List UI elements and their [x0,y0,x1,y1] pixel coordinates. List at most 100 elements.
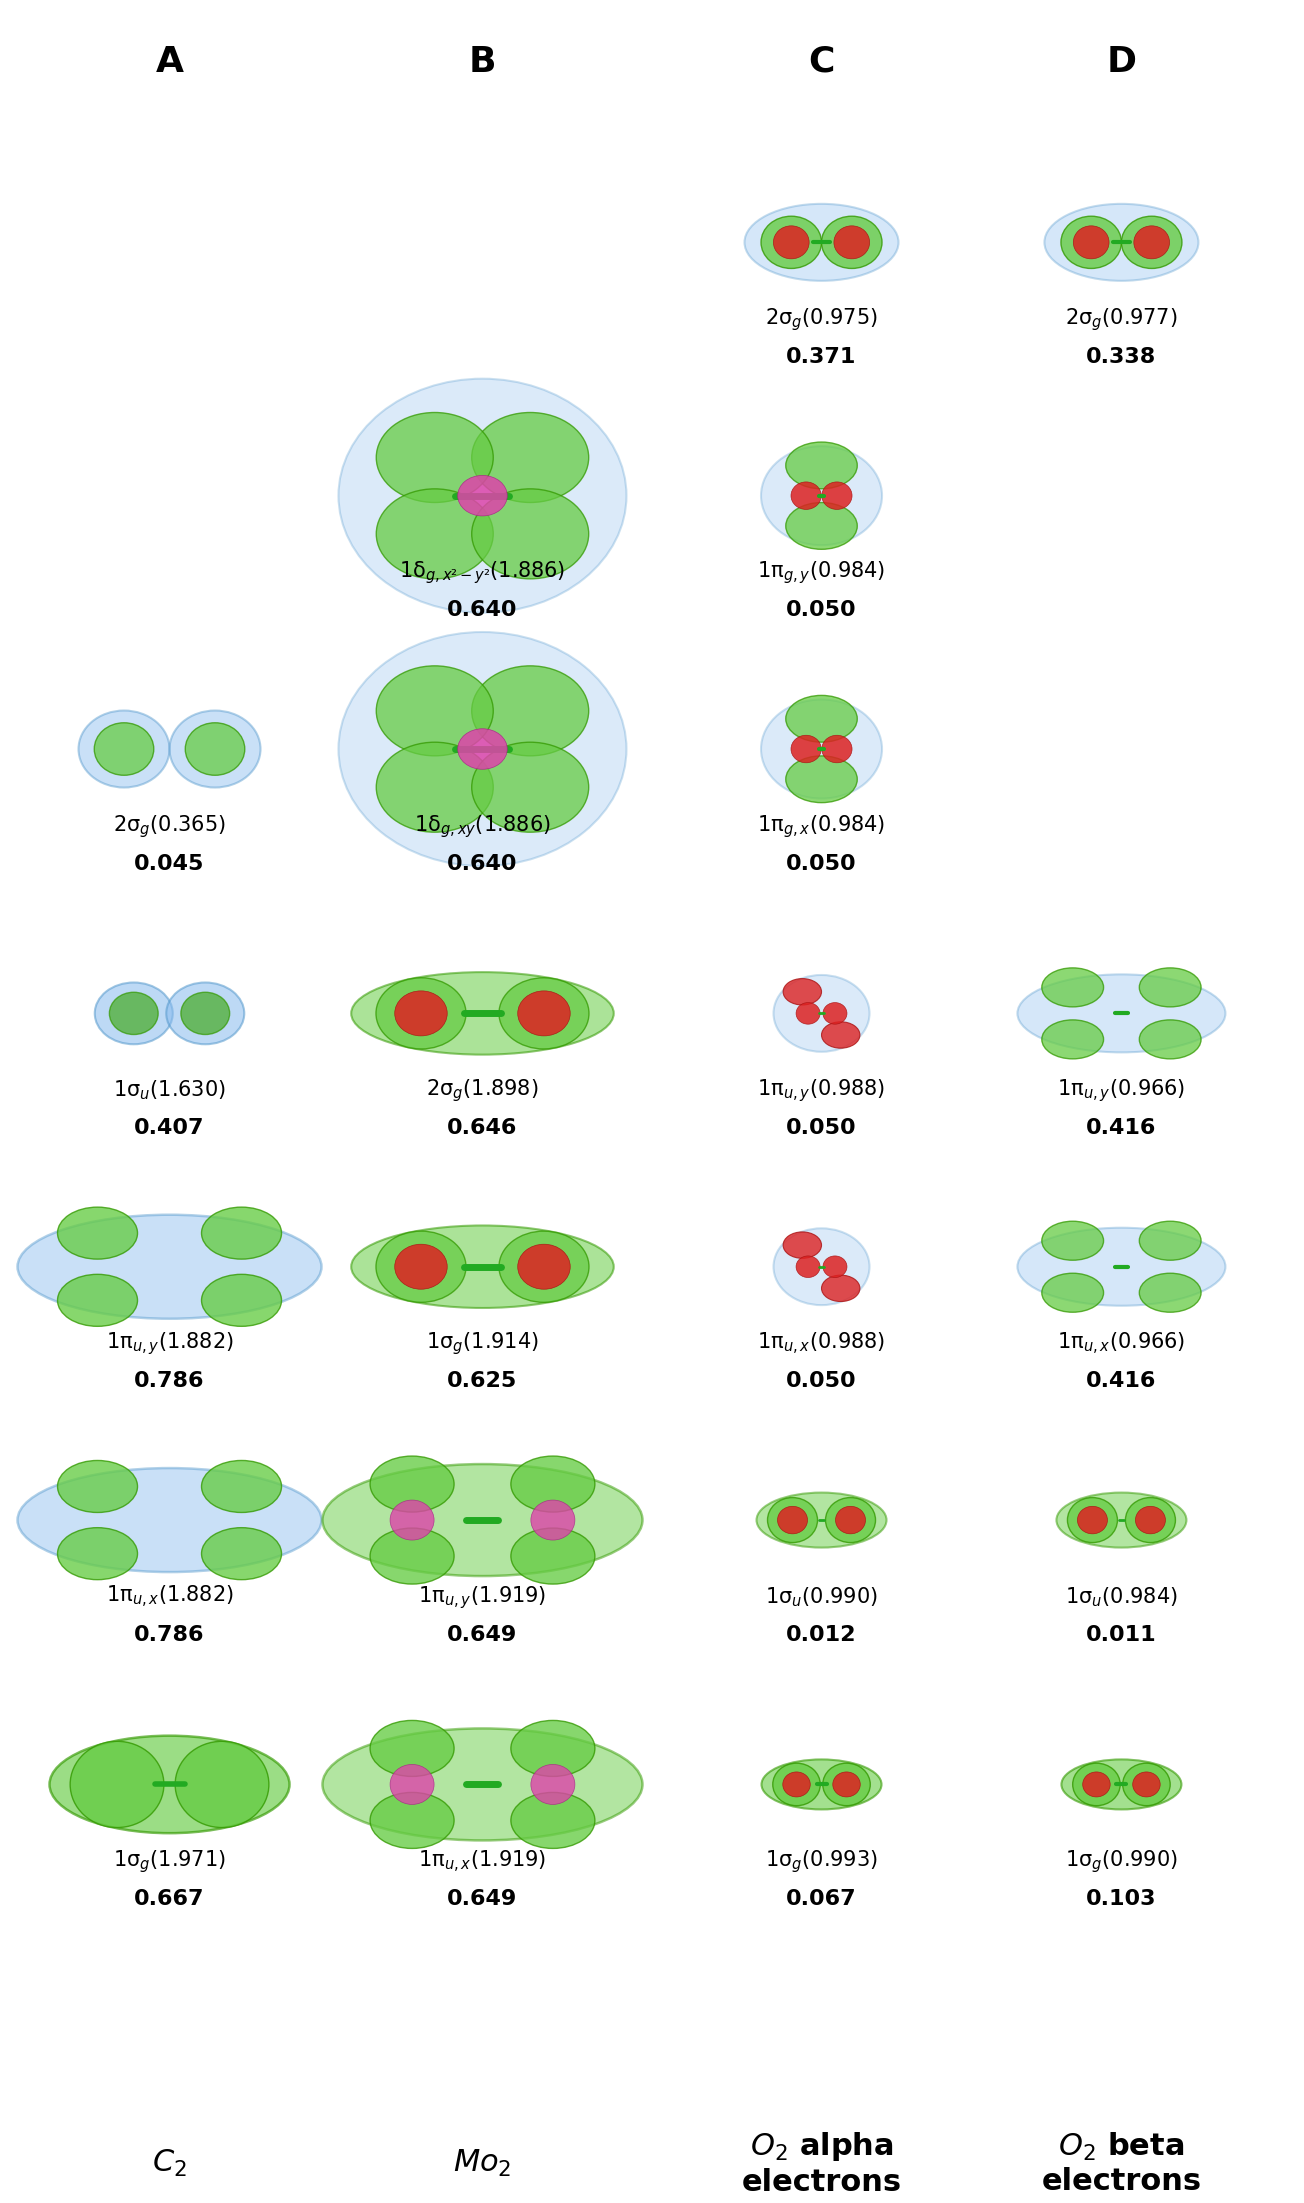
Ellipse shape [511,1529,595,1584]
Text: 0.649: 0.649 [447,1888,518,1910]
Text: 1π$_{u,y}$(0.966): 1π$_{u,y}$(0.966) [1058,1077,1185,1104]
Ellipse shape [792,482,822,509]
Ellipse shape [50,1736,289,1833]
Ellipse shape [825,1498,875,1542]
Ellipse shape [458,729,507,769]
Text: $C_2$: $C_2$ [153,2148,186,2179]
Ellipse shape [531,1765,575,1804]
Ellipse shape [833,1771,861,1798]
Ellipse shape [786,756,857,802]
Text: 0.371: 0.371 [786,346,857,368]
Ellipse shape [773,976,870,1051]
Text: 0.050: 0.050 [786,599,857,621]
Ellipse shape [181,991,230,1035]
Ellipse shape [1056,1494,1187,1547]
Text: 1σ$_{g}$(0.990): 1σ$_{g}$(0.990) [1065,1848,1178,1875]
Text: 0.625: 0.625 [447,1370,518,1392]
Ellipse shape [1017,1227,1226,1306]
Ellipse shape [472,489,588,579]
Text: 2σ$_{g}$(1.898): 2σ$_{g}$(1.898) [426,1077,539,1104]
Ellipse shape [1136,1507,1166,1533]
Ellipse shape [777,1507,807,1533]
Ellipse shape [1140,1220,1201,1260]
Ellipse shape [531,1500,575,1540]
Ellipse shape [773,227,810,258]
Ellipse shape [822,736,852,762]
Ellipse shape [1042,967,1103,1007]
Ellipse shape [1133,227,1170,258]
Ellipse shape [390,1765,434,1804]
Ellipse shape [784,978,822,1005]
Ellipse shape [822,216,882,269]
Ellipse shape [57,1207,137,1260]
Ellipse shape [784,1231,822,1258]
Text: 1σ$_{u}$(1.630): 1σ$_{u}$(1.630) [113,1079,226,1102]
Text: C: C [808,44,835,79]
Ellipse shape [377,742,493,833]
Text: 1π$_{u,x}$(1.919): 1π$_{u,x}$(1.919) [419,1848,546,1875]
Text: 0.640: 0.640 [447,853,518,875]
Ellipse shape [57,1273,137,1326]
Ellipse shape [472,665,588,756]
Text: 1π$_{u,y}$(1.882): 1π$_{u,y}$(1.882) [106,1331,233,1357]
Ellipse shape [377,412,493,502]
Ellipse shape [836,1507,866,1533]
Ellipse shape [322,1465,643,1575]
Ellipse shape [823,1762,870,1806]
Ellipse shape [202,1461,282,1513]
Ellipse shape [202,1273,282,1326]
Ellipse shape [823,1256,848,1278]
Ellipse shape [1125,1498,1175,1542]
Ellipse shape [377,489,493,579]
Ellipse shape [822,1022,859,1049]
Ellipse shape [1042,1020,1103,1060]
Ellipse shape [1061,1760,1181,1809]
Ellipse shape [1140,1273,1201,1313]
Ellipse shape [745,205,898,280]
Ellipse shape [1077,1507,1107,1533]
Ellipse shape [762,701,882,797]
Ellipse shape [370,1721,454,1776]
Ellipse shape [518,1245,570,1289]
Ellipse shape [795,1256,820,1278]
Text: 0.012: 0.012 [786,1624,857,1646]
Ellipse shape [1073,1762,1120,1806]
Ellipse shape [511,1456,595,1511]
Text: 0.416: 0.416 [1086,1117,1157,1139]
Ellipse shape [773,1229,870,1304]
Text: 0.407: 0.407 [134,1117,205,1139]
Ellipse shape [377,665,493,756]
Text: 0.011: 0.011 [1086,1624,1157,1646]
Ellipse shape [822,1276,859,1302]
Ellipse shape [1140,967,1201,1007]
Ellipse shape [17,1467,322,1573]
Text: 0.103: 0.103 [1086,1888,1157,1910]
Text: 1σ$_{u}$(0.990): 1σ$_{u}$(0.990) [765,1586,878,1608]
Ellipse shape [773,1762,820,1806]
Ellipse shape [762,216,822,269]
Text: 1π$_{g,x}$(0.984): 1π$_{g,x}$(0.984) [758,813,885,839]
Ellipse shape [57,1527,137,1580]
Text: 1π$_{u,y}$(1.919): 1π$_{u,y}$(1.919) [419,1584,546,1610]
Ellipse shape [511,1721,595,1776]
Text: 1π$_{u,x}$(0.966): 1π$_{u,x}$(0.966) [1058,1331,1185,1357]
Ellipse shape [786,502,857,549]
Ellipse shape [376,1231,466,1302]
Ellipse shape [792,736,822,762]
Ellipse shape [1017,974,1226,1053]
Ellipse shape [795,1002,820,1024]
Text: 1σ$_{g}$(1.914): 1σ$_{g}$(1.914) [426,1331,539,1357]
Text: 1σ$_{u}$(0.984): 1σ$_{u}$(0.984) [1065,1586,1178,1608]
Text: 0.667: 0.667 [134,1888,205,1910]
Ellipse shape [1123,1762,1170,1806]
Ellipse shape [110,991,158,1035]
Text: 0.067: 0.067 [786,1888,857,1910]
Text: $O_2$ beta
electrons: $O_2$ beta electrons [1042,2130,1201,2196]
Ellipse shape [1042,1220,1103,1260]
Text: 2σ$_{g}$(0.975): 2σ$_{g}$(0.975) [765,306,878,333]
Ellipse shape [395,991,447,1035]
Ellipse shape [78,712,170,786]
Ellipse shape [518,991,570,1035]
Text: D: D [1106,44,1137,79]
Ellipse shape [1061,216,1121,269]
